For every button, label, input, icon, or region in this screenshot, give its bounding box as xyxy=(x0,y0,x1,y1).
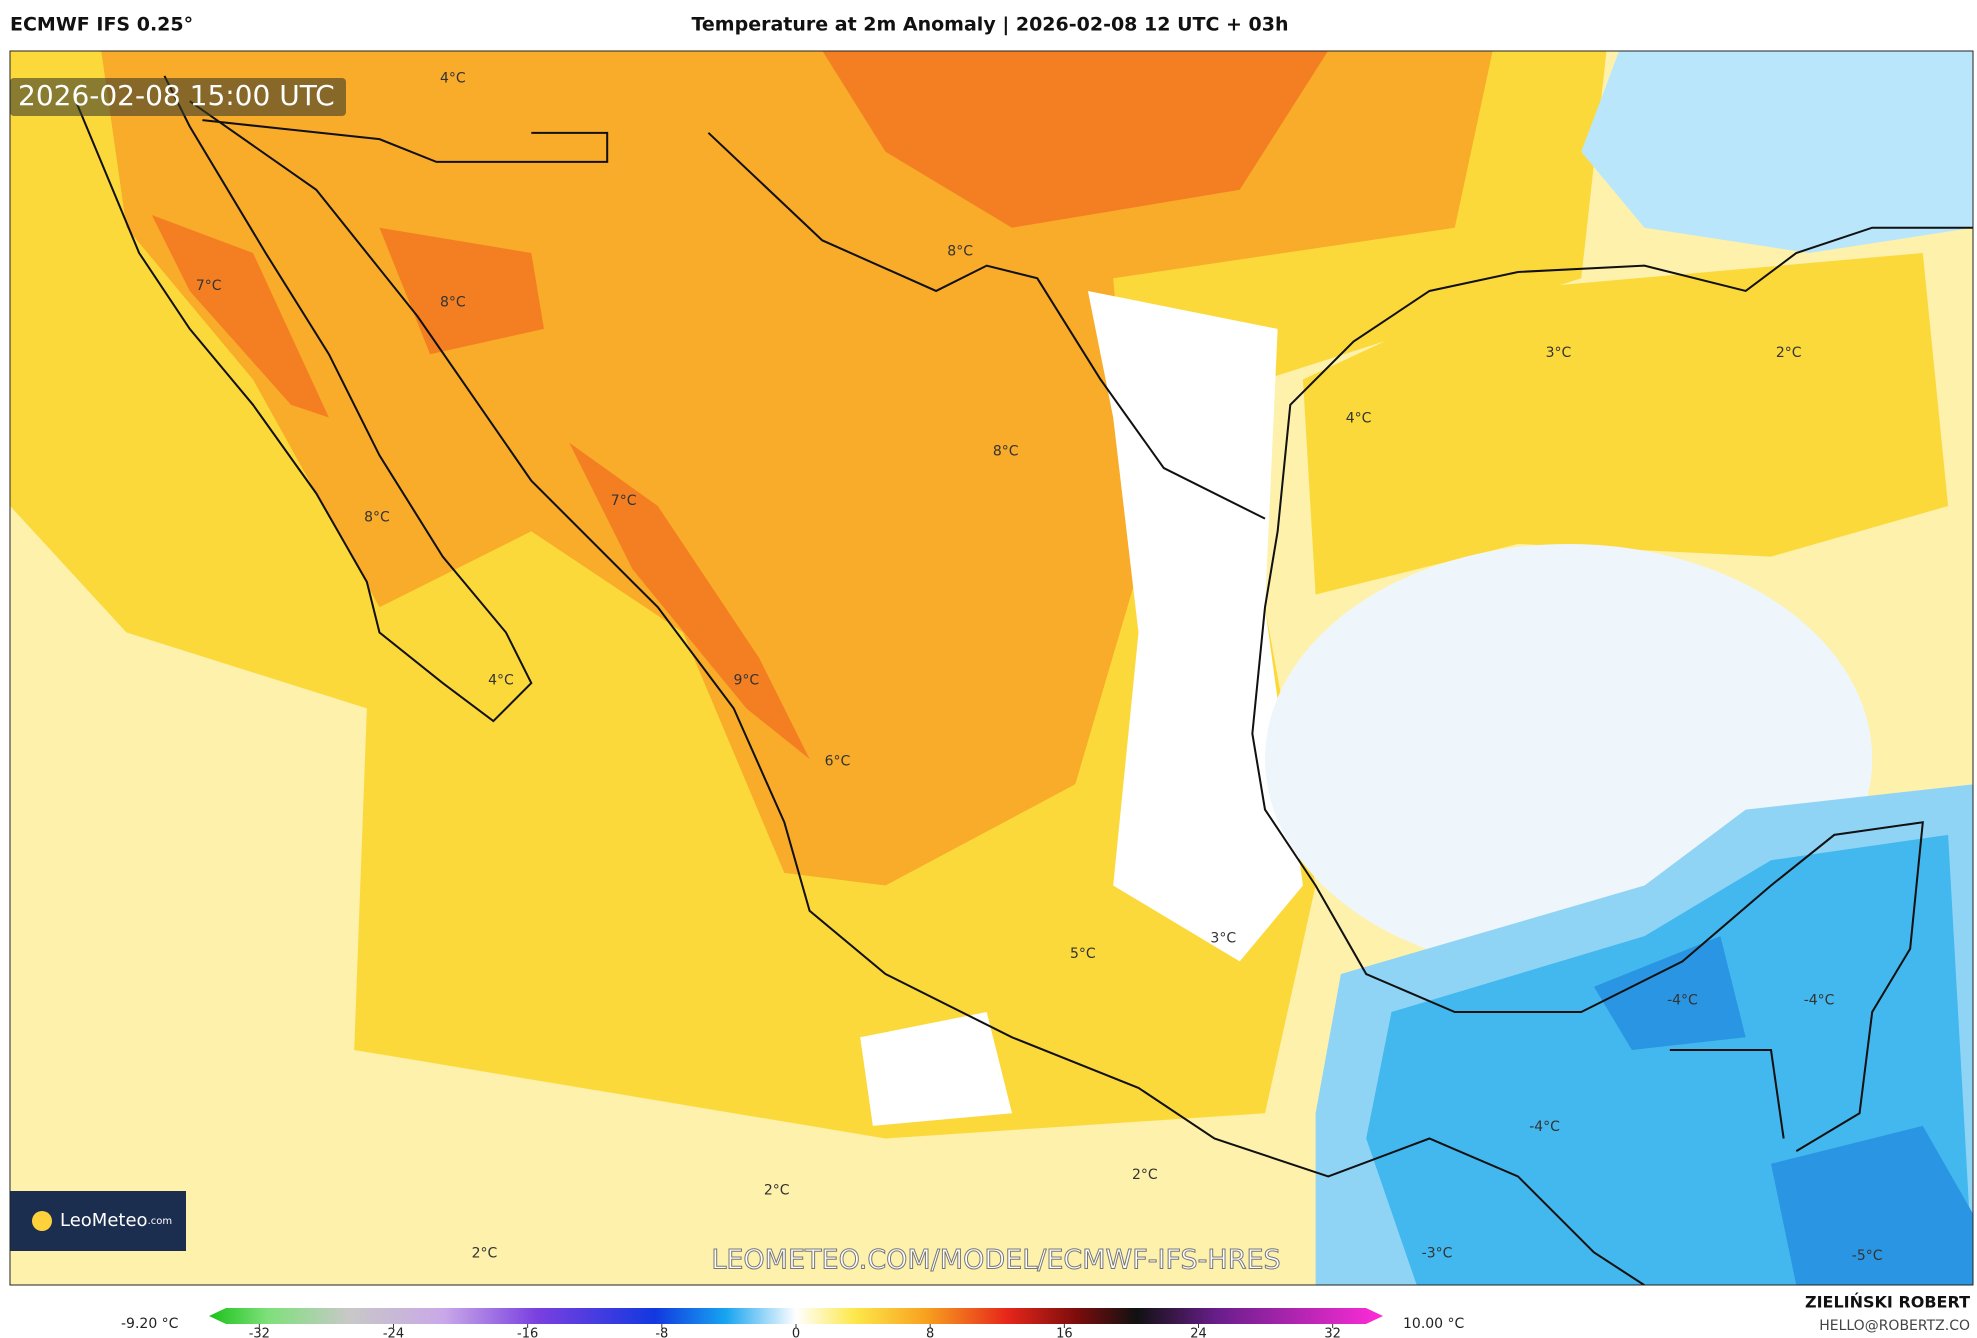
anomaly-area xyxy=(822,51,1328,228)
contour-label: 9°C xyxy=(734,673,760,689)
colorbar-tick-label: -16 xyxy=(517,1327,538,1338)
anomaly-area xyxy=(1581,51,1973,253)
contour-label: -4°C xyxy=(1667,993,1698,1009)
colorbar-min: -9.20 °C xyxy=(121,1316,179,1332)
contour-label: 4°C xyxy=(488,673,514,689)
contour-label: 8°C xyxy=(364,509,390,525)
anomaly-area xyxy=(1087,290,1303,962)
contour-label: -4°C xyxy=(1529,1119,1560,1135)
map-fields xyxy=(10,51,1973,1285)
coastline xyxy=(189,100,1646,1285)
colorbar-tick-label: -8 xyxy=(655,1327,668,1338)
valid-time-box xyxy=(10,78,346,116)
map-title: Temperature at 2m Anomaly | 2026-02-08 1… xyxy=(691,14,1288,36)
colorbar: -9.20 °C 10.00 °C -32 -24 -16 -8 0 8 16 24 32 xyxy=(121,1308,1465,1338)
contour-label: 7°C xyxy=(611,493,637,509)
model-name: ECMWF IFS 0.25° xyxy=(10,14,193,36)
contour-label: 6°C xyxy=(825,754,851,770)
border xyxy=(707,132,1266,520)
colorbar-tick-label: -24 xyxy=(383,1327,404,1338)
colorbar-tick-label: 16 xyxy=(1056,1327,1073,1338)
anomaly-area xyxy=(151,215,329,418)
coastline xyxy=(1251,226,1973,1153)
colorbar-tick-label: 24 xyxy=(1190,1327,1207,1338)
contour-label: 4°C xyxy=(1346,411,1372,427)
watermark: LEOMETEO.COM/MODEL/ECMWF-IFS-HRES xyxy=(711,1245,1280,1276)
valid-time: 2026-02-08 15:00 UTC xyxy=(18,79,335,112)
anomaly-area xyxy=(569,442,810,759)
logo-name: LeoMeteo xyxy=(60,1210,148,1231)
contour-label: 3°C xyxy=(1210,931,1236,947)
colorbar-tick-label: 8 xyxy=(926,1327,934,1338)
contour-label: 8°C xyxy=(993,444,1019,460)
contour-label: 5°C xyxy=(1070,946,1096,962)
border xyxy=(202,119,609,163)
anomaly-area xyxy=(1302,253,1949,595)
colorbar-ramp xyxy=(209,1308,1383,1324)
contour-label: 2°C xyxy=(1132,1167,1158,1183)
contour-label: -4°C xyxy=(1804,993,1835,1009)
logo-text: LeoMeteo.com xyxy=(60,1210,172,1231)
contour-label: 2°C xyxy=(1776,345,1802,361)
contour-label: -3°C xyxy=(1422,1246,1453,1262)
border xyxy=(1669,1048,1785,1139)
colorbar-tick-label: 32 xyxy=(1324,1327,1341,1338)
contour-label: 3°C xyxy=(1546,345,1572,361)
contour-label: 8°C xyxy=(440,294,466,310)
coastlines xyxy=(74,75,1973,1285)
anomaly-area xyxy=(860,1012,1012,1126)
anomaly-area xyxy=(1770,1125,1973,1285)
contour-label: 2°C xyxy=(472,1246,498,1262)
anomaly-area xyxy=(1593,936,1746,1050)
colorbar-max: 10.00 °C xyxy=(1403,1316,1465,1332)
colorbar-tick-label: -32 xyxy=(249,1327,270,1338)
contour-labels: 4°C 7°C 8°C 8°C 3°C 2°C 4°C 8°C 7°C 8°C 4°C 9°C 6°C 5… xyxy=(196,70,1883,1264)
map-frame xyxy=(9,50,1974,1286)
logo-suffix: .com xyxy=(148,1216,173,1227)
contour-label: -5°C xyxy=(1852,1248,1883,1264)
contour-label: 8°C xyxy=(947,244,973,260)
email: HELLO@ROBERTZ.CO xyxy=(1819,1318,1970,1334)
map: 2026-02-08 15:00 UTC LeoMeteo.com LEOMET… xyxy=(10,51,1973,1285)
contour-label: 2°C xyxy=(764,1182,790,1198)
contour-label: 4°C xyxy=(440,70,466,86)
colorbar-tick-label: 0 xyxy=(792,1327,800,1338)
logo-sun xyxy=(32,1211,52,1231)
author: ZIELIŃSKI ROBERT xyxy=(1805,1293,1970,1312)
contour-label: 7°C xyxy=(196,278,222,294)
coastline xyxy=(74,75,533,723)
